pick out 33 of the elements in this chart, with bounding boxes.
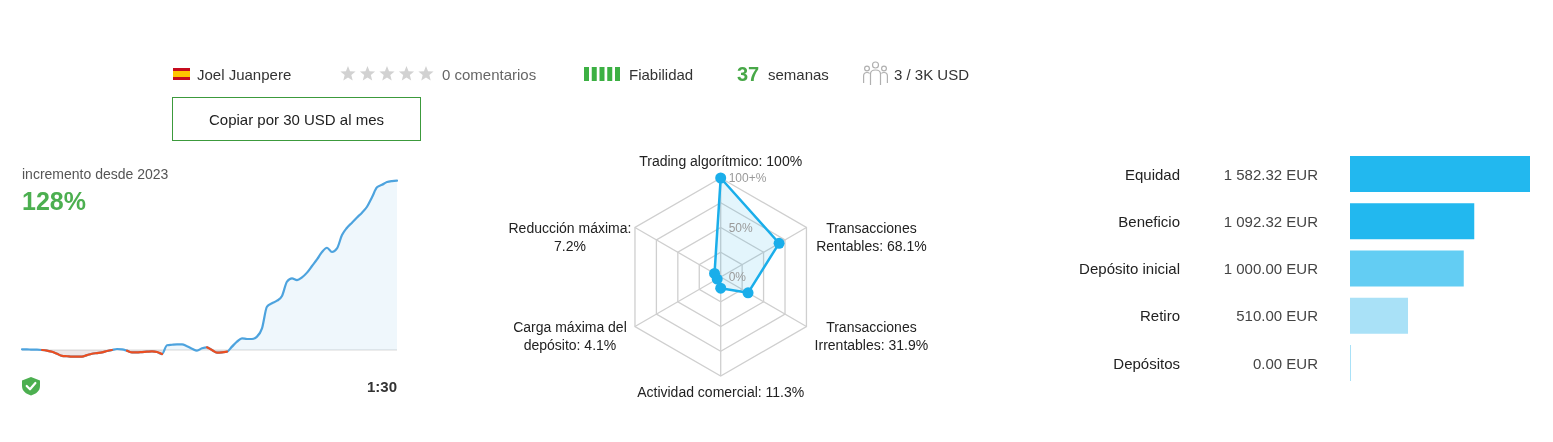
bar xyxy=(1350,250,1464,287)
bar xyxy=(1350,297,1409,334)
spoke-label: Transacciones Rentables: 68.1% xyxy=(816,219,927,254)
text: 37 xyxy=(737,63,760,85)
text: Copiar por 30 USD al mes xyxy=(208,110,385,128)
bar xyxy=(1350,156,1530,192)
text: 1:30 xyxy=(366,377,397,395)
y-tick-label: Depósito inicial xyxy=(1079,260,1180,277)
y-tick-label: 0% xyxy=(728,270,747,284)
data-label: 1 000.00 EUR xyxy=(1223,260,1319,277)
text: 3 / 3K USD xyxy=(894,65,970,83)
text: Joel Juanpere xyxy=(197,65,292,83)
spoke-label: Reducción máxima: 7.2% xyxy=(508,219,632,254)
text: Fiabilidad xyxy=(629,65,694,83)
y-tick-label: Depósitos xyxy=(1113,354,1180,372)
y-tick-label: 50% xyxy=(728,220,754,235)
y-tick-label: Retiro xyxy=(1139,307,1180,325)
bar xyxy=(1350,203,1475,240)
y-tick-label: 100+% xyxy=(728,171,767,185)
spoke-label: Carga máxima del depósito: 4.1% xyxy=(513,318,627,353)
y-tick-label: Beneficio xyxy=(1118,212,1180,230)
data-label: 1 092.32 EUR xyxy=(1223,212,1319,230)
data-label: 510.00 EUR xyxy=(1236,307,1319,325)
data-label: 1 582.32 EUR xyxy=(1223,165,1319,183)
spoke-label: Transacciones Irrentables: 31.9% xyxy=(814,318,929,353)
spoke-label: Actividad comercial: 11.3% xyxy=(637,384,805,400)
data-label: 0.00 EUR xyxy=(1252,354,1319,372)
chart-title: incremento desde 2023 xyxy=(22,166,169,182)
spoke-label: Trading algorítmico: 100% xyxy=(639,153,803,169)
text: semanas xyxy=(768,65,829,83)
text: 0 comentarios xyxy=(442,65,537,83)
y-tick-label: Equidad xyxy=(1124,165,1180,183)
chart-subtitle: 128% xyxy=(22,187,86,215)
